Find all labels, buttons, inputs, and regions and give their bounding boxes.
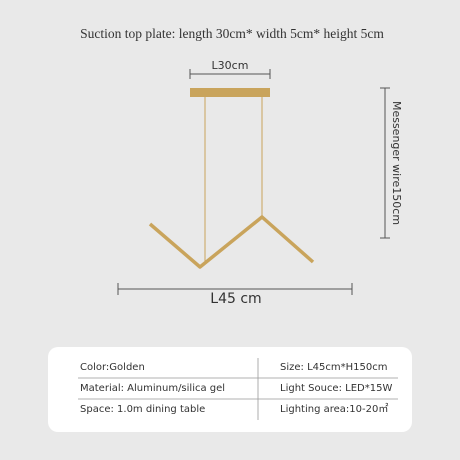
header-title: Suction top plate: length 30cm* width 5c… bbox=[80, 26, 384, 41]
table-cell: Material: Aluminum/silica gel bbox=[80, 383, 225, 394]
lamp bbox=[148, 215, 315, 269]
spec-table bbox=[48, 347, 412, 432]
ceiling-plate bbox=[190, 88, 270, 97]
table-cell: Space: 1.0m dining table bbox=[80, 404, 205, 415]
plate-length: L30cm bbox=[212, 59, 249, 72]
table-cell: Lighting area:10-20㎡ bbox=[280, 403, 388, 415]
lamp-length: L45 cm bbox=[210, 291, 261, 307]
wire-length: Messenger wire150cm bbox=[390, 101, 403, 225]
table-cell: Color:Golden bbox=[80, 362, 145, 373]
table-cell: Size: L45cm*H150cm bbox=[280, 362, 387, 373]
table-cell: Light Souce: LED*15W bbox=[280, 383, 392, 394]
